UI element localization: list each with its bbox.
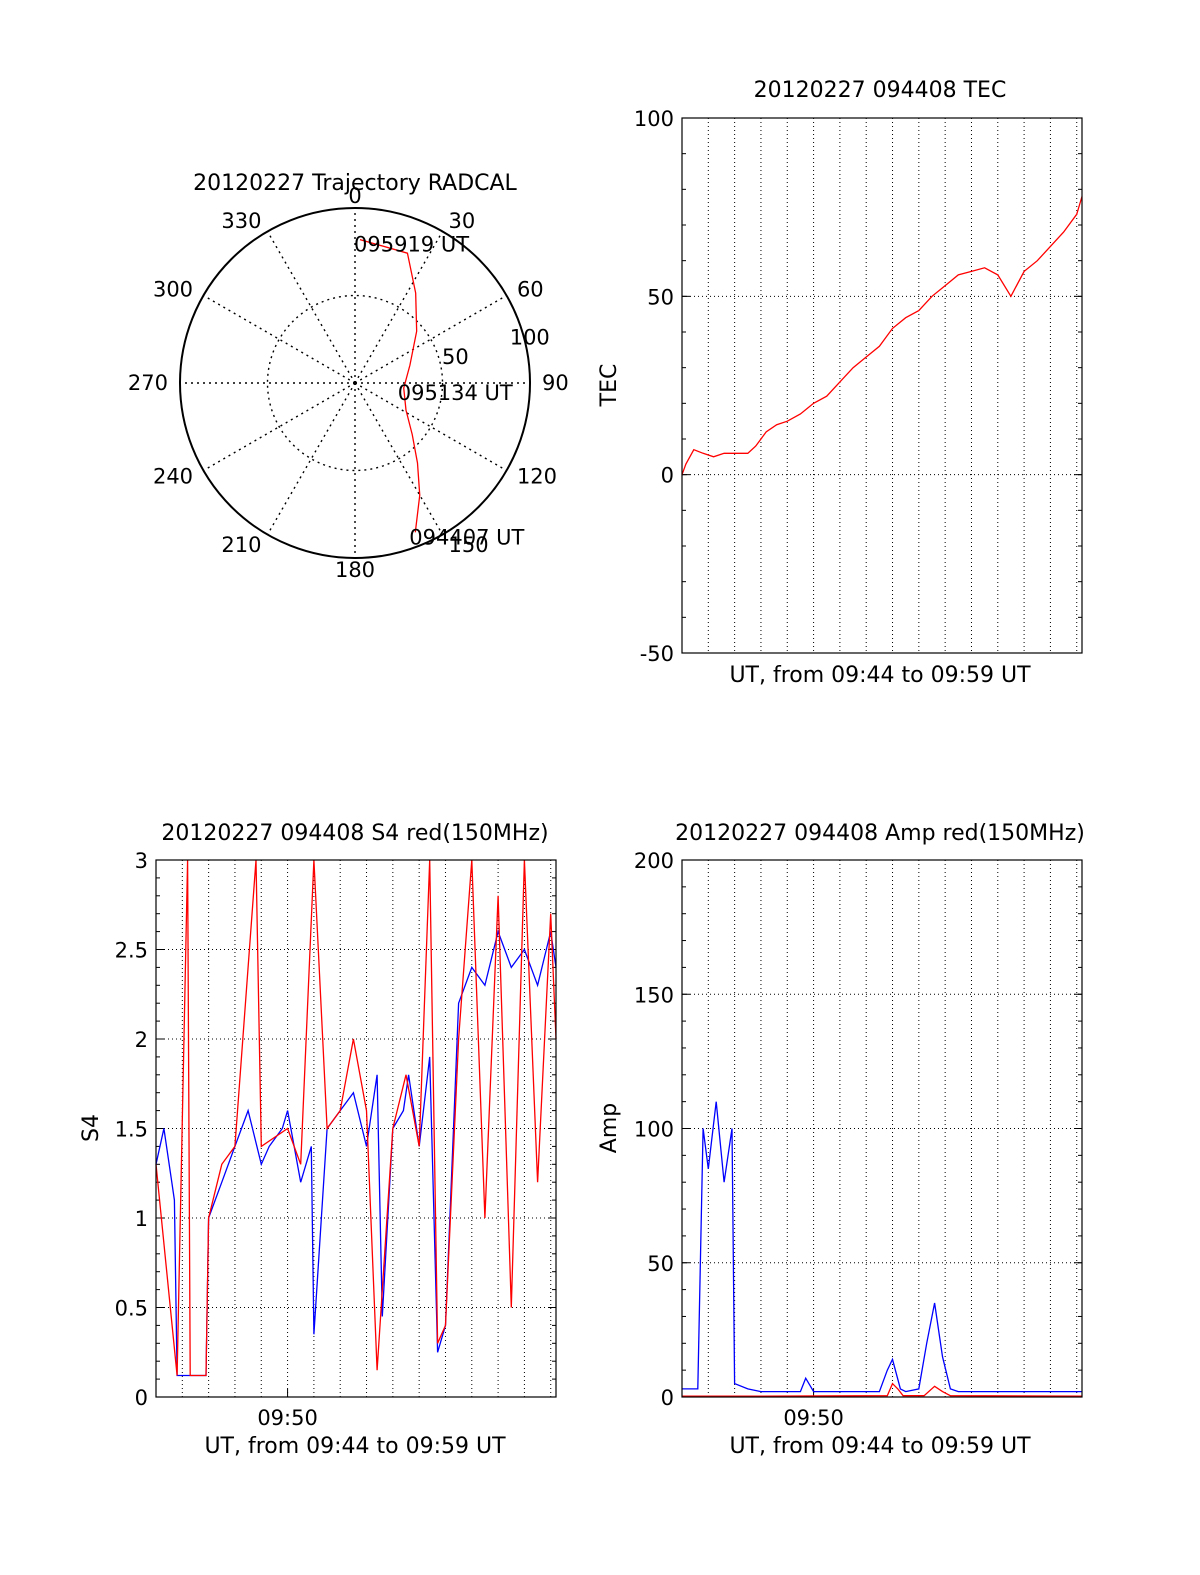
polar-angle-label: 90 [542,371,569,395]
polar-spoke [203,294,356,384]
red-series-line [681,196,1083,475]
tec-ylabel: TEC [597,364,622,408]
polar-angle-label: 270 [128,371,168,395]
plot-frame [681,859,1083,1398]
polar-angle-label: 210 [221,533,261,557]
polar-spoke [266,231,356,384]
trajectory-time-label: 095919 UT [354,233,469,257]
y-tick-label: 100 [634,107,674,131]
y-tick-label: 0 [661,1386,674,1410]
polar-angle-label: 330 [221,209,261,233]
plot-frame [681,117,1083,654]
polar-angle-label: 60 [517,278,544,302]
s4-plot-area: 3 2.5 2 1.5 1 0.5 0 09:50 [115,849,557,1430]
polar-angle-label: 300 [153,278,193,302]
polar-radial-label: 100 [510,326,550,350]
polar-angle-label: 120 [517,465,557,489]
trajectory-track [359,238,421,533]
s4-ylabel: S4 [79,1114,104,1142]
polar-spoke [354,294,507,384]
y-tick-label: 150 [634,983,674,1007]
amp-xlabel: UT, from 09:44 to 09:59 UT [729,1434,1031,1459]
y-tick-label: 0 [661,464,674,488]
y-tick-label: 1.5 [115,1118,148,1142]
trajectory-title: 20120227 Trajectory RADCAL [193,171,517,196]
polar-spoke [354,382,507,472]
y-tick-label: 0.5 [115,1297,148,1321]
amp-ylabel: Amp [597,1103,622,1153]
blue-series-line [155,929,557,1377]
blue-series-line [682,1101,1082,1393]
amp-plot-area: 200 150 100 50 0 09:50 [634,849,1083,1430]
polar-angle-label: 0 [348,184,361,208]
trajectory-time-label: 095134 UT [398,381,513,405]
tec-panel: 20120227 094408 TEC UT, from 09:44 to 09… [597,78,1083,688]
s4-panel: 20120227 094408 S4 red(150MHz) UT, from … [79,821,557,1459]
y-tick-label: 2.5 [115,939,148,963]
polar-spoke [354,382,444,535]
amp-title: 20120227 094408 Amp red(150MHz) [675,821,1085,846]
trajectory-panel: 20120227 Trajectory RADCAL 0 30 60 90 120 150… [128,171,569,582]
y-tick-label: 50 [647,285,674,309]
trajectory-time-label: 094407 UT [409,525,524,549]
y-tick-label: 1 [135,1207,148,1231]
polar-radial-labels: 50 100 [442,326,550,369]
tec-plot-area: 100 50 0 -50 [634,107,1083,666]
polar-angle-label: 240 [153,465,193,489]
y-tick-label: 2 [135,1028,148,1052]
y-tick-label: -50 [640,642,674,666]
x-tick-label: 09:50 [257,1406,318,1430]
polar-radial-label: 50 [442,345,469,369]
plot-frame [155,859,557,1398]
y-tick-label: 200 [634,849,674,873]
trajectory-annotations: 095919 UT 095134 UT 094407 UT [354,233,525,550]
y-tick-label: 50 [647,1252,674,1276]
polar-spoke [354,231,444,384]
red-series-line [155,859,557,1377]
polar-inner-circle [266,294,444,472]
polar-angle-labels: 0 30 60 90 120 150 180 210 240 270 300 330 [128,184,569,582]
tec-xlabel: UT, from 09:44 to 09:59 UT [729,663,1031,688]
s4-xlabel: UT, from 09:44 to 09:59 UT [204,1434,506,1459]
y-tick-label: 3 [135,849,148,873]
polar-spoke [266,382,356,535]
y-tick-label: 100 [634,1118,674,1142]
x-tick-label: 09:50 [783,1406,844,1430]
s4-title: 20120227 094408 S4 red(150MHz) [161,821,548,846]
tec-title: 20120227 094408 TEC [754,78,1007,103]
polar-angle-label: 180 [335,558,375,582]
y-tick-label: 0 [135,1386,148,1410]
trajectory-line [359,238,421,533]
polar-angle-label: 30 [449,209,476,233]
amp-panel: 20120227 094408 Amp red(150MHz) UT, from… [597,821,1085,1459]
polar-grid [179,207,531,559]
polar-angle-label: 150 [449,533,489,557]
red-series-line [682,1382,1083,1397]
polar-spoke [203,382,356,472]
